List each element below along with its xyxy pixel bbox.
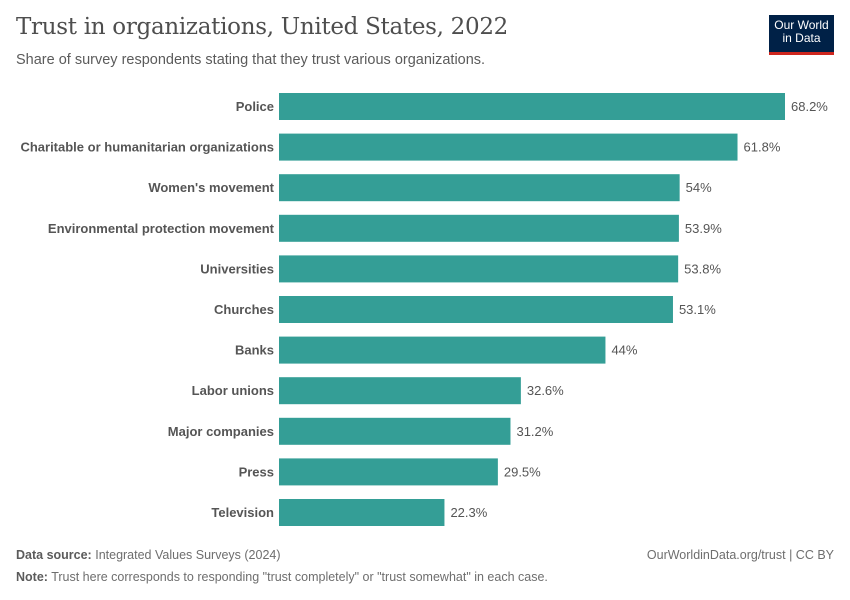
bar[interactable] — [279, 214, 679, 242]
bar[interactable] — [279, 133, 738, 161]
value-label: 68.2% — [791, 99, 828, 114]
category-label: Universities — [200, 261, 274, 276]
bar[interactable] — [279, 296, 673, 323]
value-label: 54% — [686, 180, 712, 195]
category-label: Labor unions — [192, 383, 274, 398]
bar[interactable] — [279, 499, 445, 526]
logo-line2: in Data — [782, 31, 821, 45]
bar[interactable] — [279, 93, 785, 120]
source-url[interactable]: OurWorldinData.org/trust | CC BY — [646, 548, 834, 562]
bar[interactable] — [279, 458, 498, 486]
value-label: 31.2% — [516, 424, 553, 439]
category-label: Women's movement — [148, 180, 274, 195]
category-label: Banks — [235, 343, 274, 358]
source-text[interactable]: Integrated Values Surveys (2024) — [95, 548, 281, 562]
value-label: 32.6% — [527, 383, 564, 398]
value-label: 44% — [611, 343, 637, 358]
value-label: 22.3% — [450, 505, 487, 520]
note-label: Note: — [16, 570, 48, 584]
category-label: Major companies — [168, 424, 274, 439]
value-label: 53.1% — [679, 302, 716, 317]
logo-line1: Our World — [774, 18, 829, 32]
category-label: Charitable or humanitarian organizations — [20, 140, 274, 155]
bar[interactable] — [279, 174, 680, 202]
owid-logo[interactable]: Our World in Data — [769, 15, 834, 55]
category-label: Churches — [214, 302, 274, 317]
value-label: 61.8% — [744, 140, 781, 155]
value-label: 53.9% — [685, 221, 722, 236]
note-text: Trust here corresponds to responding "tr… — [51, 570, 548, 584]
category-label: Police — [236, 99, 274, 114]
category-label: Television — [211, 505, 274, 520]
source-label: Data source: — [16, 548, 92, 562]
category-label: Press — [239, 464, 274, 479]
chart-subtitle: Share of survey respondents stating that… — [16, 52, 486, 68]
data-source: Data source: Integrated Values Surveys (… — [16, 548, 281, 562]
value-label: 29.5% — [504, 464, 541, 479]
chart-title: Trust in organizations, United States, 2… — [16, 14, 509, 40]
bar[interactable] — [279, 255, 679, 283]
bar[interactable] — [279, 336, 606, 364]
bar[interactable] — [279, 377, 521, 405]
value-label: 53.8% — [684, 261, 721, 276]
bar[interactable] — [279, 417, 511, 445]
note: Note: Trust here corresponds to respondi… — [16, 570, 548, 584]
category-label: Environmental protection movement — [48, 221, 275, 236]
